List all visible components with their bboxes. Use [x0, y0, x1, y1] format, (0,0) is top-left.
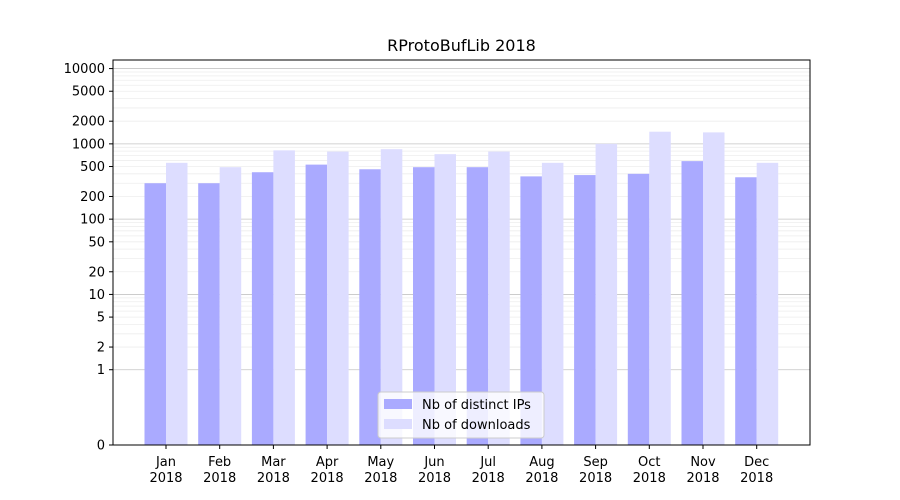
y-tick-label: 2000: [72, 115, 105, 130]
chart-title: RProtoBufLib 2018: [387, 36, 536, 55]
plot-frame: [112, 59, 811, 446]
y-tick-label: 20: [88, 265, 105, 280]
x-tick-label: Jan 2018: [149, 455, 182, 486]
bar-downloads: [488, 151, 510, 446]
bar-distinct-ips: [251, 172, 274, 446]
bar-downloads: [380, 149, 403, 445]
bar-downloads: [273, 150, 295, 445]
bar-distinct-ips: [520, 176, 542, 445]
bar-downloads: [649, 131, 671, 445]
x-tick-label: Feb 2018: [203, 455, 236, 486]
bar-distinct-ips: [198, 183, 220, 445]
bar-distinct-ips: [627, 173, 650, 446]
bar-distinct-ips: [735, 177, 757, 446]
y-tick-label: 1000: [72, 137, 105, 152]
y-tick-label: 0: [97, 439, 105, 454]
bar-downloads: [434, 154, 456, 446]
x-tick-label: Nov 2018: [686, 455, 719, 486]
bar-distinct-ips: [574, 175, 596, 445]
x-tick-label: Oct 2018: [633, 455, 666, 486]
x-tick-label: Jul 2018: [472, 455, 505, 486]
bars: [144, 131, 779, 446]
x-tick-label: Sep 2018: [579, 455, 612, 486]
x-axis: Jan 2018 Feb 2018 Mar 2018 Apr 2018 May 2018 Jun 20…: [149, 445, 773, 486]
bar-downloads: [327, 151, 349, 446]
y-tick-label: 500: [80, 160, 105, 175]
y-tick-label: 5: [97, 311, 105, 326]
x-tick-label: Dec 2018: [740, 455, 773, 486]
bar-downloads: [541, 162, 564, 446]
y-tick-label: 5000: [72, 85, 105, 100]
bar-distinct-ips: [681, 161, 703, 446]
legend-swatch: [384, 399, 412, 409]
bar-distinct-ips: [413, 167, 435, 445]
x-tick-label: Jun 2018: [418, 455, 451, 486]
y-tick-label: 10000: [64, 62, 105, 77]
x-tick-label: Apr 2018: [311, 455, 344, 486]
bar-downloads: [703, 132, 725, 446]
legend-box: [377, 391, 545, 439]
bar-distinct-ips: [144, 183, 166, 445]
legend-label: Nb of distinct IPs: [422, 398, 531, 413]
y-tick-label: 200: [80, 190, 105, 205]
bar-downloads: [166, 162, 188, 446]
y-tick-label: 10: [88, 288, 105, 303]
bar-downloads: [219, 167, 242, 445]
x-tick-label: May 2018: [364, 455, 397, 486]
bar-distinct-ips: [305, 164, 328, 445]
legend: Nb of distinct IPs Nb of downloads: [377, 391, 545, 439]
y-axis: 0 1 2 5 10 20 50 100 200 500 1000 2000 5000 10000: [64, 62, 113, 454]
bar-downloads: [595, 143, 618, 445]
y-tick-label: 100: [80, 213, 105, 228]
y-tick-label: 1: [97, 363, 105, 378]
legend-label: Nb of downloads: [422, 418, 531, 433]
x-tick-label: Aug 2018: [525, 455, 558, 486]
y-tick-label: 50: [88, 235, 105, 250]
bar-distinct-ips: [466, 167, 489, 445]
x-tick-label: Mar 2018: [257, 455, 290, 486]
bar-downloads: [756, 162, 779, 446]
y-tick-label: 2: [97, 341, 105, 356]
bar-distinct-ips: [359, 169, 381, 445]
legend-swatch: [384, 419, 412, 429]
